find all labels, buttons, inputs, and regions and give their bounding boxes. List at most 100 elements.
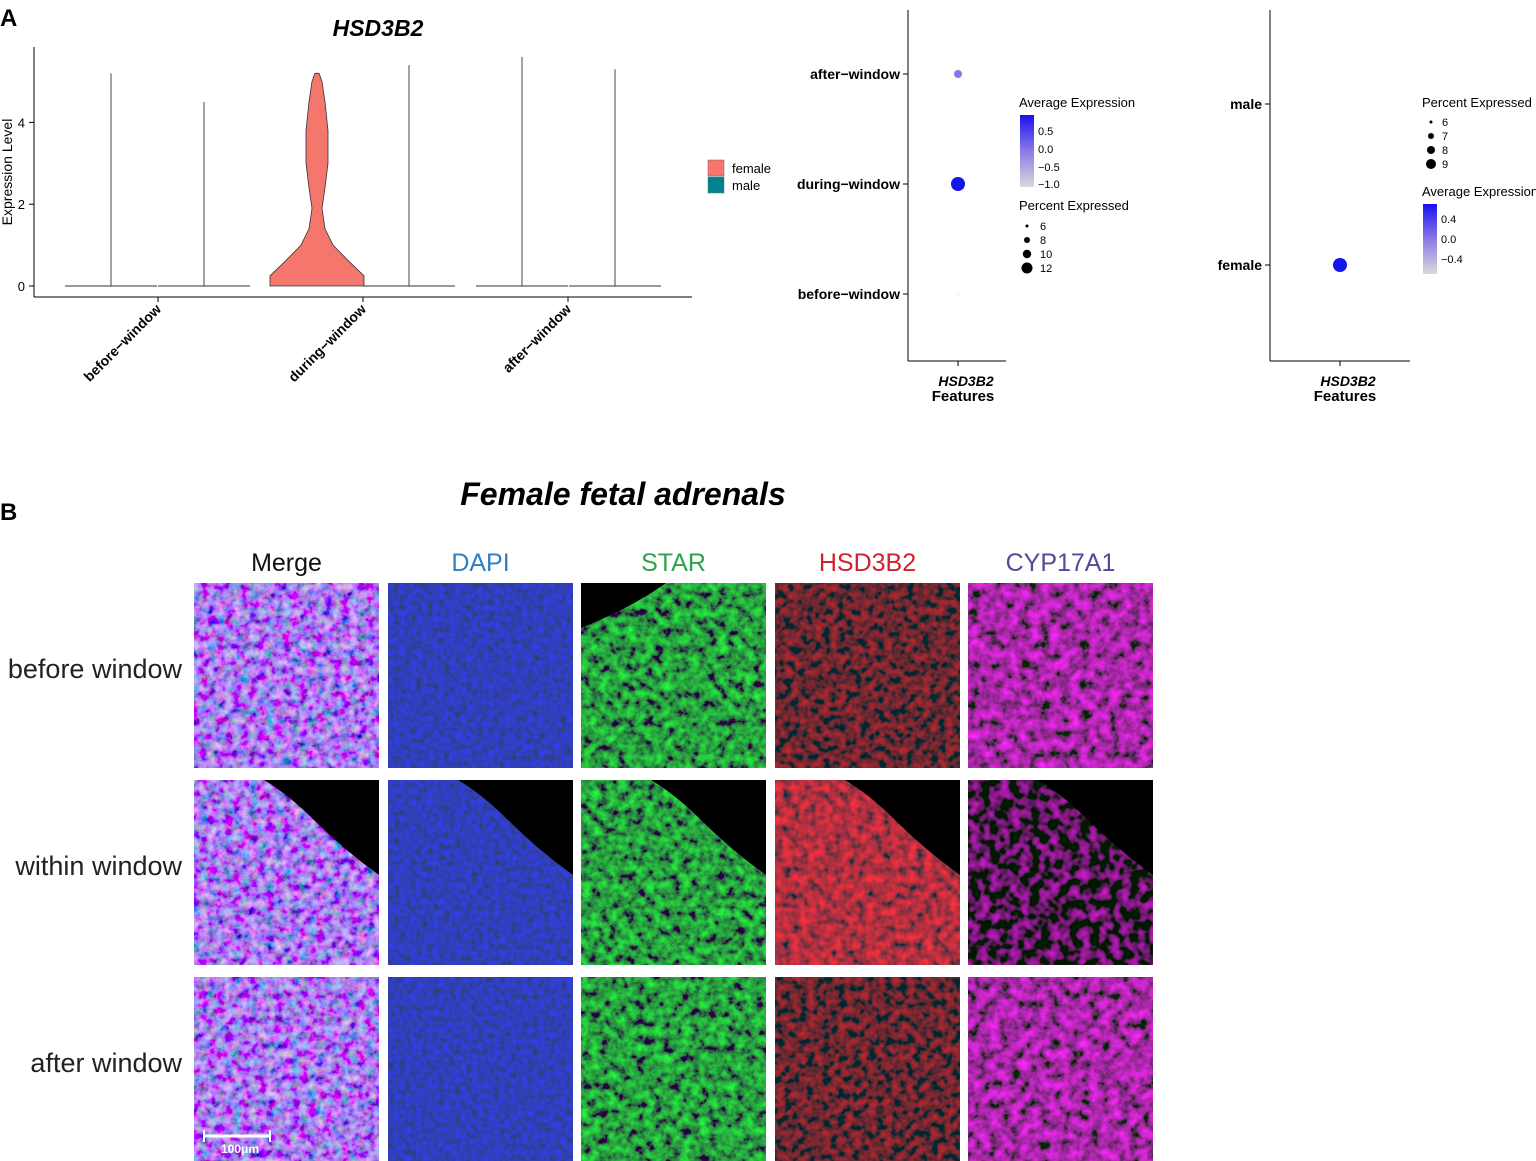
dotplot-sex-pct-label: 6: [1442, 117, 1448, 129]
dotplot-sex-pct-dot: [1427, 146, 1435, 154]
violin-x-tick-label: before−window: [80, 301, 164, 385]
legend-swatch-male: [707, 176, 725, 194]
dotplot-window-avg-colorbar: [1020, 115, 1034, 187]
dotplot-window-pct-legend: 6 8 10 12: [1021, 221, 1052, 275]
micrograph-signal: [388, 977, 573, 1161]
dotplot-window-pct-dot: [1021, 262, 1033, 274]
micrograph-tile: [581, 583, 766, 768]
micrograph-void: [651, 780, 766, 875]
dotplot-sex-pct-dot: [1426, 159, 1436, 169]
micrograph-void: [581, 583, 666, 628]
dotplot-window-avg-tick-label: 0.5: [1038, 126, 1053, 138]
micrograph-tile: [388, 977, 573, 1161]
violin-female-during-window: [269, 72, 365, 287]
dotplot-sex-xlabel: Features: [1314, 388, 1377, 405]
row-label: after window: [30, 1048, 182, 1078]
dotplot-window-pct-label: 12: [1040, 263, 1052, 275]
micrograph-tile: [194, 780, 379, 965]
dotplot-window-xlabel: Features: [932, 388, 995, 405]
legend-label-female: female: [732, 161, 771, 176]
dotplot-sex-avg-title: Average Expression: [1422, 184, 1536, 199]
dotplot-window-dot: [957, 293, 959, 295]
dotplot-sex-pct-dot: [1429, 120, 1433, 124]
micrograph-tile: [194, 977, 379, 1161]
dotplot-window: after−window during−window before−window H…: [797, 10, 1135, 405]
micrograph-tile: [581, 780, 766, 965]
micrograph-signal: [775, 583, 960, 768]
legend-swatch-female: [707, 159, 725, 177]
dotplot-window-avg-title: Average Expression: [1019, 95, 1135, 110]
violin-y-tick-label: 0: [18, 279, 25, 294]
dotplot-window-pct-title: Percent Expressed: [1019, 198, 1129, 213]
dotplot-window-avg-tick-label: −1.0: [1038, 179, 1060, 191]
dotplot-window-categories: after−window during−window before−window: [797, 66, 908, 302]
micrograph-tile: [581, 977, 766, 1161]
dotplot-sex-avg-tick-label: 0.4: [1441, 214, 1456, 226]
micrograph-signal: [775, 977, 960, 1161]
dotplot-sex-category: female: [1218, 257, 1263, 273]
scale-bar: 100μm: [203, 1130, 271, 1156]
violin-y-ticks: 0 2 4: [18, 115, 34, 294]
violin-shapes: [65, 56, 661, 287]
dotplot-sex-dots: [1333, 103, 1347, 272]
dotplot-window-category: after−window: [810, 66, 900, 82]
panel-a-label: A: [0, 5, 17, 32]
column-header-merge: Merge: [251, 549, 322, 577]
violin-title: HSD3B2: [333, 15, 424, 41]
micrograph-tile: [968, 977, 1153, 1161]
dotplot-window-category: before−window: [798, 286, 900, 302]
micrograph-signal: [388, 583, 573, 768]
dotplot-window-dot: [951, 177, 965, 191]
dotplot-sex-avg-colorbar: [1423, 204, 1437, 274]
micrograph-signal: [968, 977, 1153, 1161]
micrograph-tile: [194, 583, 379, 768]
dotplot-window-pct-dot: [1025, 224, 1029, 228]
micrograph-signal: [581, 977, 766, 1161]
panel-b-label: B: [0, 499, 17, 526]
micrograph-tile: [968, 583, 1153, 768]
dotplot-sex-dot: [1333, 258, 1347, 272]
violin-y-tick-label: 2: [18, 197, 25, 212]
micrograph-void: [845, 780, 960, 875]
dotplot-window-category: during−window: [797, 176, 900, 192]
dotplot-sex-pct-label: 7: [1442, 131, 1448, 143]
micrograph-tile: [775, 583, 960, 768]
legend-label-male: male: [732, 178, 760, 193]
column-header-dapi: DAPI: [451, 549, 509, 577]
dotplot-window-dot: [954, 70, 962, 78]
micrograph-signal: [194, 583, 379, 768]
dotplot-sex-categories: male female: [1218, 96, 1270, 273]
micrograph-grid: [194, 583, 1153, 1161]
row-label: within window: [14, 851, 182, 881]
dotplot-window-pct-label: 6: [1040, 221, 1046, 233]
violin-x-ticks: before−window during−window after−window: [80, 297, 574, 385]
column-header-hsd3b2: HSD3B2: [819, 549, 916, 577]
micrograph-column-headers: Merge DAPI STAR HSD3B2 CYP17A1: [251, 549, 1115, 577]
violin-legend: female male: [707, 159, 771, 194]
micrograph-tile: [775, 780, 960, 965]
dotplot-window-dots: [951, 70, 965, 295]
dotplot-window-avg-tick-label: 0.0: [1038, 144, 1053, 156]
panel-b-title: Female fetal adrenals: [460, 476, 785, 512]
micrograph-tile: [388, 583, 573, 768]
dotplot-sex-pct-legend: 6 7 8 9: [1426, 117, 1448, 171]
micrograph-void: [1038, 780, 1153, 875]
dotplot-window-pct-dot: [1024, 237, 1030, 243]
dotplot-sex-pct-dot: [1428, 133, 1434, 139]
dotplot-window-feature: HSD3B2: [938, 373, 993, 389]
violin-ylabel: Expression Level: [0, 119, 15, 226]
dotplot-window-avg-tick-label: −0.5: [1038, 162, 1060, 174]
micrograph-void: [458, 780, 573, 875]
violin-x-tick-label: during−window: [285, 301, 369, 385]
dotplot-window-avg-ticks: 0.5 0.0 −0.5 −1.0: [1038, 126, 1060, 191]
dotplot-sex-pct-label: 8: [1442, 145, 1448, 157]
dotplot-window-pct-label: 10: [1040, 249, 1052, 261]
dotplot-window-pct-dot: [1022, 249, 1032, 259]
column-header-star: STAR: [641, 549, 706, 577]
dotplot-sex-avg-ticks: 0.4 0.0 −0.4: [1441, 214, 1463, 266]
column-header-cyp17a1: CYP17A1: [1006, 549, 1116, 577]
micrograph-signal: [194, 977, 379, 1161]
micrograph-signal: [968, 583, 1153, 768]
dotplot-sex: male female HSD3B2 Features Percent Expre…: [1218, 10, 1536, 405]
